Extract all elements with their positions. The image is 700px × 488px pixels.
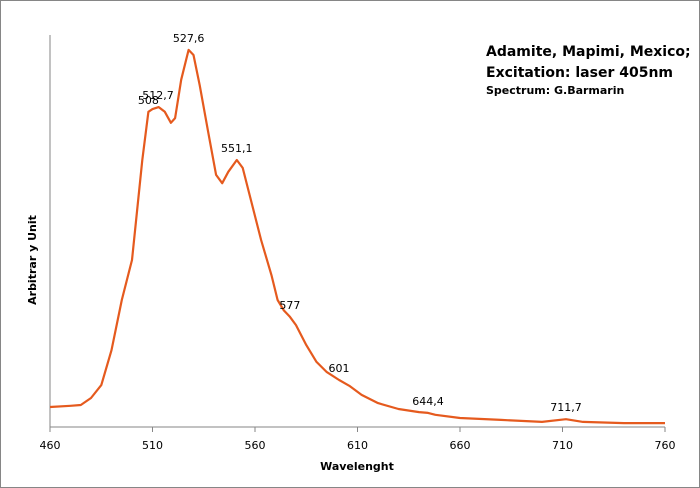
chart-title: Excitation: laser 405nm bbox=[486, 65, 673, 81]
peak-label: 711,7 bbox=[550, 401, 582, 414]
peak-label: 577 bbox=[279, 299, 300, 312]
peak-label: 512,7 bbox=[142, 89, 174, 102]
peak-label: 551,1 bbox=[221, 142, 253, 155]
peak-label: 508 bbox=[138, 94, 159, 107]
x-tick-label: 460 bbox=[40, 439, 61, 452]
chart-subtitle: Spectrum: G.Barmarin bbox=[486, 84, 624, 97]
x-tick-label: 610 bbox=[347, 439, 368, 452]
peak-label: 644,4 bbox=[412, 395, 444, 408]
x-tick-label: 510 bbox=[142, 439, 163, 452]
spectrum-line bbox=[49, 48, 665, 425]
x-tick-label: 760 bbox=[655, 439, 676, 452]
x-tick-label: 560 bbox=[245, 439, 266, 452]
x-axis-label: Wavelenght bbox=[320, 460, 394, 473]
peak-label: 527,6 bbox=[173, 32, 205, 45]
x-tick-label: 660 bbox=[450, 439, 471, 452]
chart-title: Adamite, Mapimi, Mexico; bbox=[486, 44, 691, 60]
y-axis-label: Arbitrar y Unit bbox=[26, 215, 39, 305]
x-tick-label: 710 bbox=[552, 439, 573, 452]
peak-label: 601 bbox=[329, 362, 350, 375]
